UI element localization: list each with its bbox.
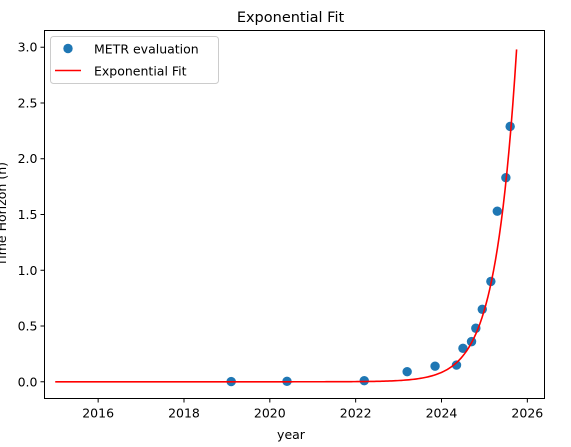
data-point [451, 360, 462, 370]
y-axis-label: Time Horizon (h) [0, 162, 9, 267]
legend-box [50, 36, 219, 84]
data-point [505, 121, 515, 132]
chart-title: Exponential Fit [237, 10, 345, 26]
data-point [402, 367, 412, 377]
x-tick-label: 2024 [426, 406, 458, 421]
y-tick-label: 3.0 [18, 40, 38, 55]
y-tick-label: 2.5 [18, 95, 38, 110]
data-point [359, 375, 369, 386]
legend-marker-scatter [63, 43, 73, 54]
y-tick-label: 0.0 [18, 374, 38, 389]
data-point [492, 206, 502, 216]
y-tick-label: 0.5 [18, 319, 38, 334]
data-point [471, 323, 481, 333]
data-point [430, 361, 440, 371]
data-point [458, 343, 468, 354]
x-tick-label: 2020 [254, 406, 286, 421]
legend: METR evaluation Exponential Fit [50, 36, 219, 84]
x-tick-label: 2026 [511, 406, 543, 421]
y-tick-label: 2.0 [18, 151, 38, 166]
y-tick-label: 1.5 [18, 207, 38, 222]
y-axis: 0.0 0.5 1.0 1.5 2.0 2.5 3.0 [18, 40, 45, 389]
x-tick-label: 2018 [168, 406, 200, 421]
y-tick-label: 1.0 [18, 263, 38, 278]
x-axis: 2016 2018 2020 2022 2024 2026 [82, 398, 543, 421]
x-tick-label: 2022 [340, 406, 372, 421]
plot-content [55, 49, 518, 387]
legend-label-scatter: METR evaluation [94, 42, 199, 57]
fit-line [55, 49, 518, 383]
legend-label-line: Exponential Fit [94, 64, 187, 79]
x-axis-label: year [277, 427, 306, 442]
x-tick-label: 2016 [82, 406, 114, 421]
